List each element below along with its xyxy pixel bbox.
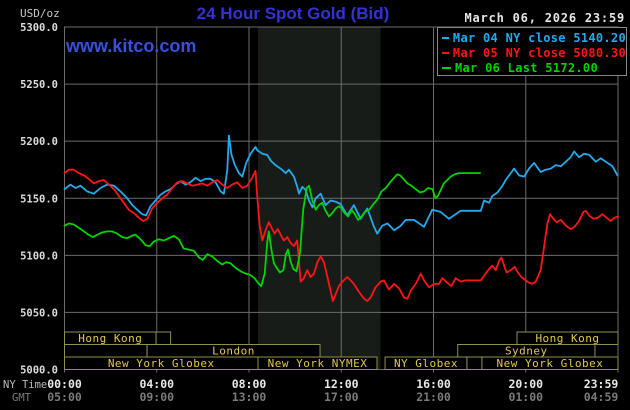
legend-item-mar05: Mar 05 NY close 5080.30: [441, 45, 626, 60]
session-box: [466, 356, 483, 370]
session-label: Sydney: [505, 345, 548, 358]
x-axis-gmt-label: 01:00: [508, 390, 543, 404]
legend-label-mar05: Mar 05 NY close 5080.30: [452, 45, 626, 60]
y-axis-tick-label: 5050.0: [20, 307, 58, 319]
x-axis-gmt-label: 17:00: [324, 390, 359, 404]
price-line-mar04: [63, 134, 619, 235]
legend-line-swatch-mar05: [442, 51, 449, 54]
legend-label-mar04: Mar 04 NY close 5140.20: [452, 30, 626, 45]
ny-time-axis-label: NY Time: [3, 379, 47, 391]
x-axis-ny-time-label: 12:00: [324, 377, 359, 391]
y-axis-tick-label: 5000.0: [20, 365, 58, 377]
x-axis-ny-time-label: 00:00: [47, 377, 82, 391]
session-label: New York NYMEX: [268, 357, 368, 370]
session-box-new-york-nymex: [257, 356, 378, 370]
x-axis-ny-time-label: 20:00: [508, 377, 543, 391]
y-axis-tick-label: 5150.0: [20, 193, 58, 205]
x-axis-gmt-label: 21:00: [416, 390, 451, 404]
x-axis-ny-time-label: 04:00: [139, 377, 174, 391]
session-label: Hong Kong: [535, 332, 599, 345]
chart-datetime: March 06, 2026 23:59: [464, 11, 625, 25]
x-axis-gmt-label: 09:00: [139, 390, 174, 404]
y-axis-tick-label: 5250.0: [20, 79, 58, 91]
chart-legend: Mar 04 NY close 5140.20 Mar 05 NY close …: [437, 27, 627, 76]
x-axis-ny-time-label: 16:00: [416, 377, 451, 391]
session-box: [155, 331, 172, 345]
legend-line-swatch-mar04: [442, 36, 449, 39]
y-axis-tick-label: 5300.0: [20, 22, 58, 34]
session-label: New York Globex: [108, 357, 215, 370]
legend-label-mar06: Mar 06 Last 5172.00: [455, 60, 598, 75]
session-box-new-york-globex: [481, 356, 619, 370]
session-label: Hong Kong: [78, 332, 142, 345]
page-title: 24 Hour Spot Gold (Bid): [196, 4, 390, 23]
y-axis-tick-label: 5200.0: [20, 136, 58, 148]
x-axis-gmt-label: 04:59: [584, 390, 619, 404]
kitco-watermark-link[interactable]: www.kitco.com: [66, 36, 197, 56]
price-line-mar05: [63, 168, 619, 302]
y-axis-tick-label: 5100.0: [20, 250, 58, 262]
legend-item-mar06: Mar 06 Last 5172.00: [441, 60, 626, 75]
price-line-mar06: [63, 172, 482, 288]
x-axis-gmt-label: 13:00: [232, 390, 267, 404]
y-axis-unit-label: USD/oz: [20, 7, 60, 20]
legend-line-swatch-mar06: [442, 66, 451, 69]
x-axis-ny-time-label: 08:00: [232, 377, 267, 391]
session-label: London: [212, 345, 255, 358]
session-label: New York Globex: [497, 357, 604, 370]
x-axis-gmt-label: 05:00: [47, 390, 82, 404]
gmt-axis-label: GMT: [12, 392, 32, 404]
legend-item-mar04: Mar 04 NY close 5140.20: [441, 30, 626, 45]
session-box: [64, 344, 148, 358]
x-axis-ny-time-label: 23:59: [584, 377, 619, 391]
session-label: NY Globex: [394, 357, 458, 370]
